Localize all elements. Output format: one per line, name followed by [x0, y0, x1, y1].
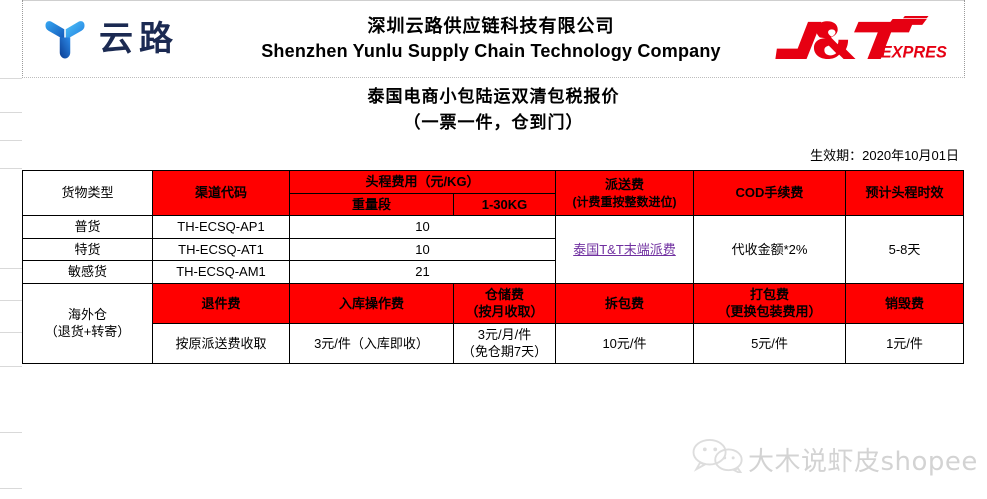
storage-fee-value-line1: 3元/月/件 — [477, 326, 532, 342]
header-first-leg-fee: 头程费用（元/KG） — [289, 170, 556, 194]
cell-unpack-fee-value: 10元/件 — [555, 322, 694, 364]
watermark-text: 大木说虾皮shopee — [748, 447, 978, 477]
table-header-row-1: 货物类型 渠道代码 头程费用（元/KG） 派送费 (计费重按整数进位) COD手… — [22, 169, 964, 217]
table-row: 普货 TH-ECSQ-AP1 10 泰国T&T末端派费 代收金额*2% 5-8天 — [22, 215, 964, 284]
storage-fee-value-line2: （免仓期7天） — [461, 344, 548, 360]
header-pack-fee: 打包费 （更换包装费用） — [693, 282, 846, 324]
yunlu-brand: 云路 — [23, 15, 233, 63]
quote-title: 泰国电商小包陆运双清包税报价 （一票一件，仓到门） — [22, 84, 965, 135]
header-eta: 预计头程时效 — [845, 169, 964, 217]
header-delivery-fee-main: 派送费 — [604, 177, 644, 193]
top-rule — [22, 0, 965, 1]
cell-storage-fee-value: 3元/月/件 （免仓期7天） — [453, 322, 556, 364]
cell-channel-code: TH-ECSQ-AP1 — [152, 215, 290, 239]
effective-date: 生效期：2020年10月01日 — [810, 148, 959, 163]
cell-return-fee-value: 按原派送费收取 — [152, 322, 290, 364]
header-return-fee: 退件费 — [152, 282, 290, 324]
table-row: 敏感货 TH-ECSQ-AM1 21 — [22, 260, 964, 284]
cell-delivery-fee-link[interactable]: 泰国T&T末端派费 — [555, 215, 694, 284]
document-header: 云路 深圳云路供应链科技有限公司 Shenzhen Yunlu Supply C… — [22, 0, 965, 78]
header-channel-code: 渠道代码 — [152, 169, 290, 217]
watermark: 大木说虾皮shopee — [690, 437, 987, 483]
row-gutter — [0, 0, 22, 499]
delivery-fee-hyperlink[interactable]: 泰国T&T末端派费 — [573, 241, 676, 257]
yunlu-logo-text: 云路 — [99, 18, 179, 59]
yunlu-logo-icon — [45, 20, 85, 58]
header-storage-fee-note: （按月收取） — [465, 304, 544, 320]
company-name-en: Shenzhen Yunlu Supply Chain Technology C… — [261, 40, 721, 61]
jt-express-logo-icon: EXPRESS — [774, 15, 947, 61]
cell-goods-type: 普货 — [22, 215, 153, 239]
cell-cod-value: 代收金额*2% — [693, 215, 846, 284]
header-weight-range: 1-30KG — [453, 192, 556, 217]
overseas-value-row: 按原派送费收取 3元/件（入库即收） 3元/月/件 （免仓期7天） 10元/件 … — [23, 322, 964, 364]
cell-price: 10 — [289, 237, 556, 262]
cell-goods-type: 特货 — [22, 237, 153, 262]
company-name-cn: 深圳云路供应链科技有限公司 — [367, 16, 615, 37]
price-table: 货物类型 渠道代码 头程费用（元/KG） 派送费 (计费重按整数进位) COD手… — [22, 169, 964, 364]
header-storage-fee-main: 仓储费 — [484, 286, 524, 302]
table-row: 特货 TH-ECSQ-AT1 10 — [22, 237, 964, 262]
cell-eta-value: 5-8天 — [845, 215, 964, 284]
cell-channel-code: TH-ECSQ-AT1 — [152, 237, 290, 262]
overseas-label-line2: （退货+转寄） — [44, 324, 131, 340]
quote-title-line1: 泰国电商小包陆运双清包税报价 — [367, 87, 620, 106]
svg-text:EXPRESS: EXPRESS — [880, 43, 946, 61]
wechat-icon — [692, 439, 743, 473]
cell-channel-code: TH-ECSQ-AM1 — [152, 260, 290, 284]
header-destroy-fee: 销毁费 — [845, 282, 964, 324]
cell-price: 10 — [289, 215, 556, 239]
header-goods-type: 货物类型 — [22, 169, 153, 217]
header-weight-band: 重量段 — [289, 192, 454, 217]
cell-price: 21 — [289, 260, 556, 284]
header-pack-fee-note: （更换包装费用） — [717, 304, 822, 320]
quote-title-line2: （一票一件，仓到门） — [403, 112, 584, 132]
overseas-header-row: 海外仓 （退货+转寄） 退件费 入库操作费 仓储费 （按月收取） 拆包费 打包费… — [22, 282, 964, 364]
cell-destroy-fee-value: 1元/件 — [845, 322, 964, 364]
header-delivery-fee: 派送费 (计费重按整数进位) — [555, 169, 694, 217]
overseas-label-line1: 海外仓 — [67, 306, 107, 322]
company-names: 深圳云路供应链科技有限公司 Shenzhen Yunlu Supply Chai… — [233, 14, 749, 63]
cell-pack-fee-value: 5元/件 — [693, 322, 846, 364]
header-delivery-fee-note: (计费重按整数进位) — [572, 194, 677, 209]
jt-express-brand: EXPRESS — [749, 15, 964, 62]
header-unpack-fee: 拆包费 — [555, 282, 694, 324]
header-pack-fee-main: 打包费 — [749, 286, 789, 302]
table-header-row-2: 重量段 1-30KG — [23, 192, 964, 217]
header-cod-fee: COD手续费 — [693, 169, 846, 217]
cell-goods-type: 敏感货 — [22, 260, 153, 284]
cell-overseas-label: 海外仓 （退货+转寄） — [22, 282, 153, 364]
header-storage-fee: 仓储费 （按月收取） — [453, 282, 556, 324]
header-inbound-fee: 入库操作费 — [289, 282, 454, 324]
cell-inbound-fee-value: 3元/件（入库即收） — [289, 322, 454, 364]
